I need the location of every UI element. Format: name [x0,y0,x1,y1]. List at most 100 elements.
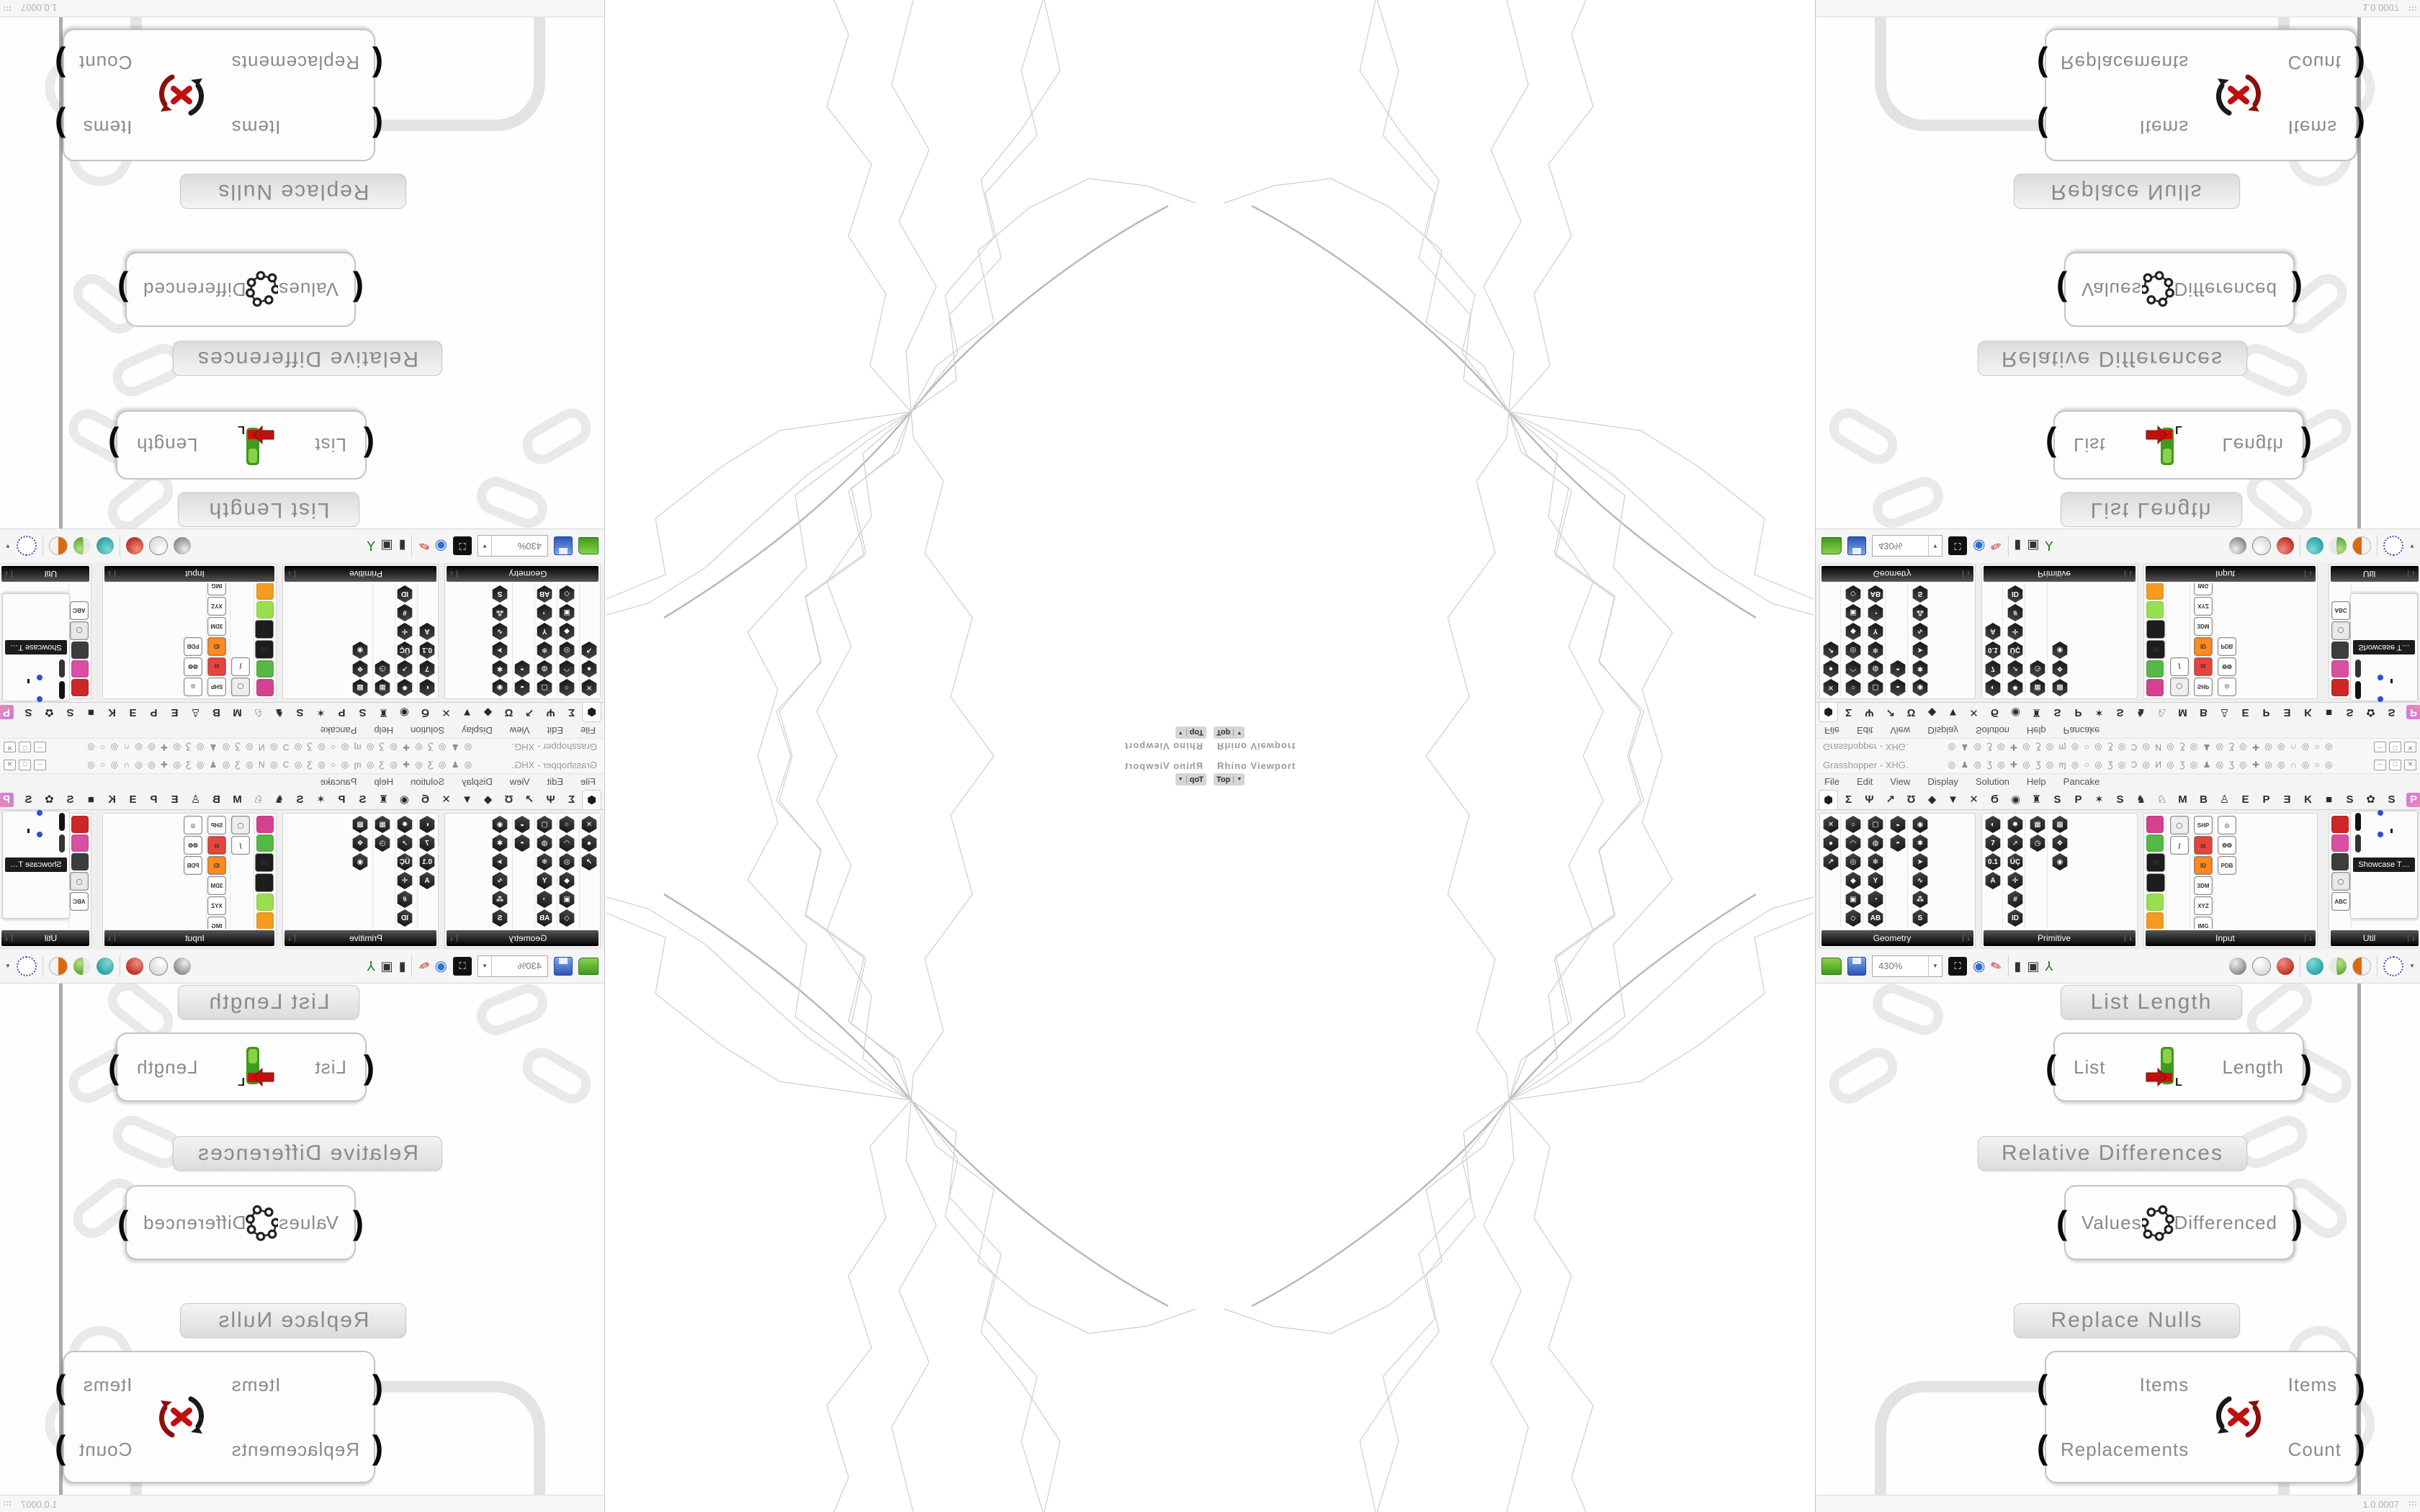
component-icon[interactable]: ÜÇ [396,853,413,870]
open-file-icon[interactable] [1821,957,1842,975]
component-icon[interactable]: IMG [2194,583,2213,595]
close-button[interactable]: ✕ [4,742,16,753]
zoom-dropdown[interactable]: 430% ▼ [1872,955,1942,977]
half-preview-icon[interactable] [73,957,91,975]
component-icon[interactable] [2146,660,2164,678]
plugin-tab-icon[interactable]: Ʊ [1906,706,1916,719]
component-icon[interactable]: ◐ [1985,816,2001,833]
panel-name-bar[interactable]: Input ↓ [104,566,274,582]
plugin-tab-icon[interactable]: ✶ [316,793,326,806]
preview-eye-icon[interactable]: ◉ [1973,958,1986,974]
plugin-tab-icon[interactable]: ▼ [462,706,472,719]
component-icon[interactable]: ◒ [1890,816,1906,833]
component-icon[interactable]: ❖ [2051,660,2069,678]
wireframe-preview-icon[interactable] [148,956,168,976]
plugin-tab-icon[interactable]: ◉ [399,706,410,719]
zoom-extents-icon[interactable]: ⛶ [453,956,472,976]
menu-item-display[interactable]: Display [1927,725,1958,737]
component-icon[interactable]: ◯ [2170,678,2189,696]
component-icon[interactable]: ◆ [558,872,575,889]
component-icon[interactable]: 20 [255,853,274,872]
component-list-length[interactable]: ( List L Length ) [2045,1032,2312,1102]
plugin-tab-icon[interactable]: K [2304,793,2312,806]
input-grip-items[interactable]: ( [372,107,383,144]
menu-item-display[interactable]: Display [462,775,493,787]
menu-item-solution[interactable]: Solution [411,775,445,787]
output-port-label[interactable]: Count [79,1438,133,1460]
input-grip[interactable]: ( [2045,1048,2057,1086]
component-icon[interactable]: ▢ [1867,679,1884,696]
plugin-tab-icon[interactable]: ■ [2325,706,2333,719]
output-grip[interactable]: ) [108,1048,120,1086]
component-icon[interactable]: PDB [2218,856,2236,875]
panel-name-bar[interactable]: Util ↓ [2331,930,2419,946]
group-replace-nulls[interactable]: Replace Nulls [180,1303,406,1338]
component-icon[interactable]: XYZ [207,896,226,915]
component-icon[interactable] [2146,816,2164,833]
plugin-tab-icon[interactable]: ◉ [399,793,410,806]
chevron-down-icon[interactable]: ▼ [5,963,11,969]
component-icon[interactable]: ∿ [1912,872,1928,889]
component-icon[interactable]: ◎ [184,816,202,834]
component-icon[interactable]: ● [581,660,598,678]
plugin-tab-icon-pink[interactable]: P [0,793,14,807]
grasshopper-canvas[interactable]: List Length ( List L Length ) [1816,984,2420,1495]
menu-item-edit[interactable]: Edit [1856,775,1873,787]
component-icon[interactable]: ➚ [396,660,413,678]
component-icon[interactable]: ❄ [536,853,553,870]
component-icon[interactable]: ▦ [2030,816,2045,833]
output-grip-count[interactable]: ) [55,1428,66,1466]
zoom-dropdown[interactable]: 430% ▼ [478,955,548,977]
preview-eye-icon[interactable]: ◉ [434,958,447,974]
component-icon[interactable]: ✹ [396,679,413,696]
component-icon[interactable]: ◎ [2218,678,2236,696]
plugin-tab-icon[interactable]: ■ [87,793,95,806]
plugin-tab-icon[interactable]: ✿ [2366,706,2375,719]
grasshopper-titlebar[interactable]: Grasshopper - XHG. ◎ ♟ ◎ Ʒ ◎ ✚ ◎ Ʒ ◎ ɱ ◎… [1816,756,2420,774]
menu-item-pancake[interactable]: Pancake [2063,775,2100,787]
plugin-tab-icon[interactable]: S [24,706,32,719]
wireframe-preview-icon[interactable] [148,536,168,556]
shaded-preview-icon[interactable] [125,537,143,555]
input-port-label[interactable]: Replacements [230,52,359,74]
glasses-sketch-icon[interactable] [2355,657,2378,678]
plugin-tab-icon[interactable]: S [2388,706,2396,719]
plugin-tab-icon[interactable]: ▼ [462,793,472,806]
component-icon[interactable]: ◇ [1845,585,1862,603]
component-icon[interactable]: ∿ [1912,623,1929,640]
component-icon[interactable]: ➤ [1912,853,1928,870]
component-icon[interactable]: ⁂ [1912,891,1928,908]
component-icon[interactable]: ▢ [536,679,553,696]
chevron-down-icon[interactable]: ▼ [5,543,11,549]
camera-icon[interactable]: ▣ [2027,539,2040,554]
component-icon[interactable]: ▩ [2051,679,2069,696]
component-icon[interactable] [71,642,89,659]
output-grip[interactable]: ) [117,1204,129,1241]
input-port-label[interactable]: List [2074,434,2106,456]
menu-item-view[interactable]: View [509,725,530,737]
component-icon[interactable]: ◔ [2146,620,2165,639]
group-list-length[interactable]: List Length [2061,492,2242,527]
output-port-label[interactable]: Differenced [2174,279,2278,301]
plugin-tab-icon[interactable]: Ϭ [1990,793,1999,806]
component-icon[interactable] [2146,601,2164,618]
component-icon[interactable]: ◉ [351,853,369,870]
glasses-sketch-icon[interactable] [2355,834,2378,855]
component-icon[interactable]: ✕ [581,816,598,833]
sketch-pen-icon[interactable]: ✎ [416,957,431,975]
component-icon[interactable]: ◇ [1845,909,1861,927]
component-icon[interactable]: ▩ [351,816,369,833]
plugin-tab-icon[interactable]: ♜ [2031,793,2042,806]
menu-item-file[interactable]: File [581,775,596,787]
output-grip[interactable]: ) [2291,1204,2303,1241]
showcase-panel-name[interactable]: Showcase T… [5,858,67,872]
chevron-down-icon[interactable]: ▼ [478,536,492,557]
output-grip[interactable]: ) [2300,1048,2312,1086]
component-icon[interactable]: ABC [70,601,89,620]
component-icon[interactable]: ◆ [558,623,575,640]
component-icon[interactable]: PDB [184,856,202,875]
component-icon[interactable]: SHP [207,678,226,696]
output-port-label[interactable]: Items [82,1373,133,1395]
panel-name-bar[interactable]: Geometry ↓ [1821,566,1973,582]
output-port-label[interactable]: Length [136,1056,198,1078]
